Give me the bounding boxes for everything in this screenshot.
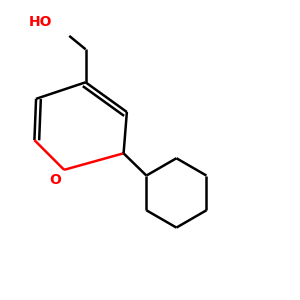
- Text: HO: HO: [28, 15, 52, 29]
- Text: O: O: [49, 173, 61, 187]
